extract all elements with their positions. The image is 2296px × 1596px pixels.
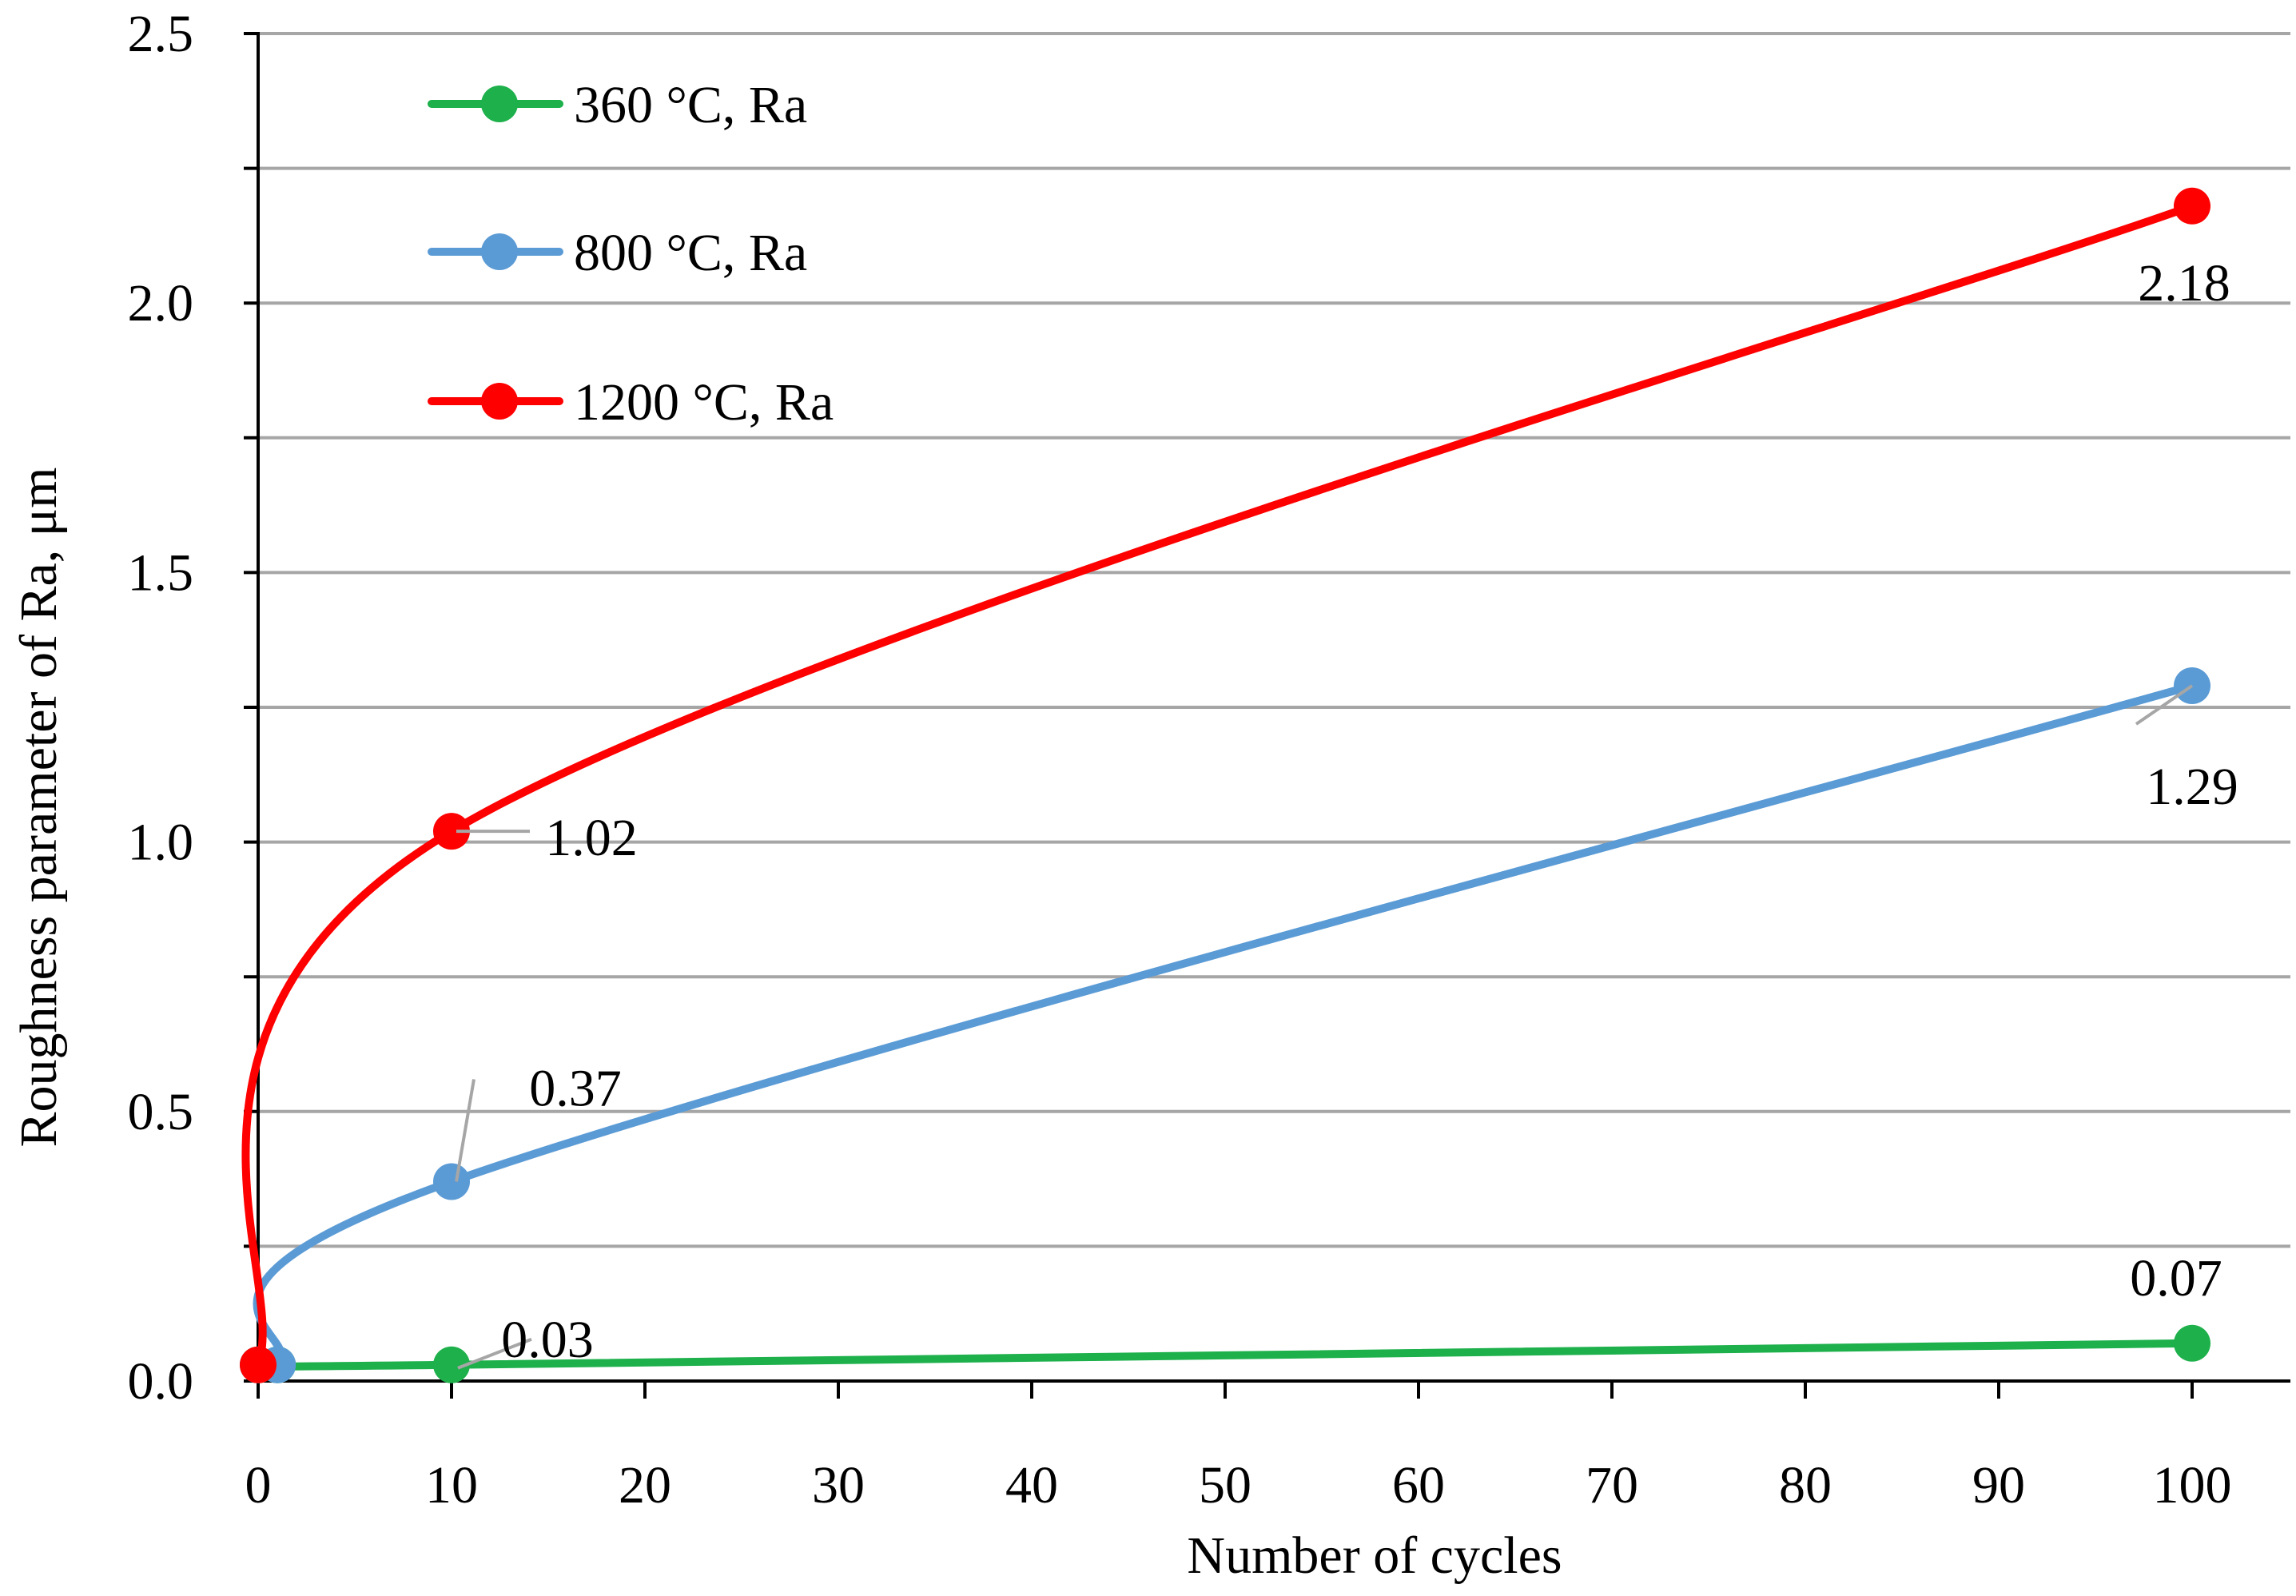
data-point-1200-c-ra xyxy=(2174,187,2210,225)
legend-marker xyxy=(481,86,518,122)
data-label: 0.03 xyxy=(501,1311,594,1369)
series-group xyxy=(240,187,2210,1383)
x-tick-label: 40 xyxy=(1005,1456,1058,1514)
y-tick-label: 1.5 xyxy=(128,543,194,602)
data-labels: 0.03 0.07 0.37 1.29 1.02 2.18 xyxy=(455,254,2238,1370)
x-tick-label: 50 xyxy=(1199,1456,1251,1514)
x-tick-label: 20 xyxy=(619,1456,671,1514)
y-axis-title: Roughness parameter of Ra, μm xyxy=(10,467,68,1147)
data-point-1200-c-ra xyxy=(240,1346,277,1383)
x-tick-label: 0 xyxy=(245,1456,272,1514)
legend-marker xyxy=(481,233,518,270)
series-line-1200-c-ra xyxy=(241,201,2196,1369)
y-tick-label: 2.5 xyxy=(128,5,194,63)
data-label: 1.29 xyxy=(2146,758,2238,816)
x-axis-title: Number of cycles xyxy=(1187,1526,1562,1585)
y-tick-label: 1.0 xyxy=(128,814,194,872)
x-tick-label: 10 xyxy=(425,1456,478,1514)
axes: 0.0 0.5 1.0 1.5 2.0 2.5 0 10 20 30 40 50 60 70 80 90 100 xyxy=(128,5,2290,1514)
legend: 360 °C, Ra 800 °C, Ra 1200 °C, Ra xyxy=(428,76,834,432)
data-point-1200-c-ra xyxy=(433,813,470,850)
legend-label: 1200 °C, Ra xyxy=(574,373,834,432)
leader-line xyxy=(455,1079,476,1182)
y-tick-label: 0.5 xyxy=(128,1083,194,1141)
x-tick-label: 70 xyxy=(1586,1456,1638,1514)
legend-label: 800 °C, Ra xyxy=(574,224,807,282)
x-tick-label: 100 xyxy=(2153,1456,2232,1514)
leader-line xyxy=(457,1337,532,1370)
data-point-800-c-ra xyxy=(433,1163,470,1200)
y-tick-label: 0.0 xyxy=(128,1352,194,1411)
data-point-360-c-ra xyxy=(2174,1324,2210,1362)
data-label: 0.07 xyxy=(2130,1249,2222,1307)
gridlines xyxy=(258,32,2290,1248)
x-tick-label: 80 xyxy=(1779,1456,1832,1514)
x-tick-label: 30 xyxy=(812,1456,865,1514)
y-tick-label: 2.0 xyxy=(128,274,194,332)
leader-line xyxy=(2135,684,2194,726)
series-line-800-c-ra xyxy=(253,682,2196,1383)
data-point-360-c-ra xyxy=(433,1346,470,1383)
data-label: 0.37 xyxy=(529,1059,622,1117)
x-tick-label: 90 xyxy=(1972,1456,2025,1514)
data-label: 2.18 xyxy=(2138,254,2230,312)
legend-label: 360 °C, Ra xyxy=(574,76,807,134)
data-label: 1.02 xyxy=(545,809,638,867)
x-tick-label: 60 xyxy=(1392,1456,1445,1514)
legend-marker xyxy=(481,383,518,420)
